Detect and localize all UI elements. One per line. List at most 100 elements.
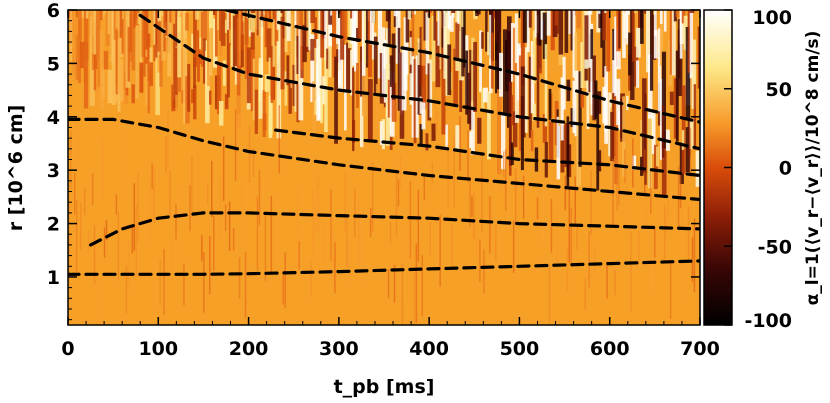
heatmap-streak: [236, 17, 241, 115]
heatmap-streak: [616, 158, 618, 212]
heatmap-streak: [387, 269, 390, 299]
heatmap-streak: [679, 175, 682, 209]
heatmap-streak: [151, 163, 153, 190]
heatmap-streak: [614, 270, 616, 296]
heatmap-streak: [318, 178, 320, 236]
heatmap-streak: [636, 60, 640, 88]
heatmap-streak: [644, 149, 646, 197]
heatmap-streak: [69, 10, 73, 62]
heatmap-streak: [218, 32, 223, 56]
heatmap-streak: [483, 87, 489, 103]
y-tick-label: 4: [47, 107, 60, 129]
heatmap-streak: [689, 118, 694, 149]
heatmap-streak: [501, 113, 506, 170]
heatmap-streak: [653, 10, 657, 36]
heatmap-streak: [542, 114, 547, 143]
heatmap-streak: [526, 10, 530, 53]
heatmap-streak: [361, 10, 366, 76]
heatmap-streak: [131, 226, 134, 254]
heatmap-streak: [294, 20, 298, 112]
heatmap-streak: [588, 231, 590, 288]
heatmap-streak: [264, 74, 270, 92]
heatmap-streak: [655, 146, 660, 167]
heatmap-streak: [344, 172, 346, 232]
heatmap-streak: [167, 109, 169, 167]
heatmap-streak: [234, 109, 237, 181]
heatmap-streak: [669, 263, 672, 319]
x-axis-title: t_pb [ms]: [334, 376, 435, 398]
heatmap-streak: [659, 79, 664, 160]
heatmap-streak: [248, 10, 252, 30]
heatmap-streak: [369, 10, 375, 45]
heatmap-streak: [506, 151, 509, 228]
heatmap-streak: [618, 10, 621, 49]
heatmap-streak: [584, 278, 586, 310]
heatmap-streak: [681, 185, 684, 232]
heatmap-streak: [538, 176, 541, 203]
heatmap-streak: [149, 178, 151, 244]
heatmap-streak: [149, 47, 153, 70]
heatmap-streak: [522, 175, 525, 219]
heatmap-streak: [209, 90, 212, 105]
heatmap-streak: [675, 50, 679, 142]
heatmap-streak: [296, 190, 298, 240]
heatmap-streak: [73, 172, 76, 215]
heatmap-streak: [409, 181, 412, 259]
heatmap-streak: [415, 55, 419, 138]
heatmap-streak: [270, 195, 273, 275]
heatmap-streak: [256, 196, 259, 270]
heatmap-streak: [578, 71, 582, 167]
heatmap-streak: [163, 33, 166, 52]
heatmap-streak: [264, 10, 269, 13]
heatmap-streak: [334, 242, 336, 294]
heatmap-streak: [145, 10, 149, 50]
heatmap-streak: [75, 199, 78, 274]
heatmap-streak: [387, 10, 391, 46]
heatmap-streak: [447, 10, 451, 29]
heatmap-streak: [483, 249, 485, 294]
heatmap-streak: [348, 239, 350, 288]
heatmap-streak: [149, 62, 153, 87]
heatmap-streak: [469, 131, 472, 149]
heatmap-streak: [115, 194, 118, 215]
heatmap-streak: [284, 71, 288, 106]
heatmap-streak: [159, 259, 161, 306]
heatmap-streak: [284, 252, 287, 309]
heatmap-streak: [572, 10, 576, 78]
heatmap-streak: [626, 10, 630, 45]
heatmap-streak: [415, 243, 418, 323]
heatmap-streak: [421, 48, 427, 110]
heatmap-streak: [163, 249, 165, 315]
heatmap-streak: [354, 188, 356, 238]
heatmap-streak: [193, 10, 197, 67]
heatmap-streak: [153, 165, 155, 223]
y-tick-label: 2: [47, 214, 60, 236]
heatmap-streak: [602, 10, 606, 78]
heatmap-streak: [693, 218, 696, 293]
heatmap-streak: [570, 207, 573, 266]
x-tick-label: 600: [590, 338, 630, 360]
heatmap-streak: [131, 84, 135, 104]
x-tick-label: 400: [409, 338, 449, 360]
heatmap-streak: [657, 28, 662, 112]
heatmap-streak: [268, 10, 272, 22]
heatmap-streak: [405, 10, 410, 43]
heatmap-streak: [403, 17, 409, 75]
heatmap-streak: [681, 85, 686, 174]
heatmap-streak: [487, 31, 490, 56]
heatmap-streak: [262, 187, 265, 208]
heatmap-streak: [632, 138, 634, 188]
heatmap-streak: [675, 10, 680, 18]
heatmap-streak: [475, 217, 477, 255]
heatmap-streak: [310, 10, 316, 24]
heatmap-streak: [336, 10, 339, 45]
heatmap-streak: [129, 10, 133, 53]
heatmap-streak: [356, 28, 359, 42]
heatmap-streak: [465, 50, 469, 115]
heatmap-streak: [594, 80, 598, 119]
heatmap-streak: [226, 10, 230, 30]
heatmap-streak: [689, 10, 695, 13]
heatmap-streak: [673, 10, 677, 22]
heatmap-streak: [423, 173, 426, 201]
heatmap-streak: [193, 85, 197, 120]
